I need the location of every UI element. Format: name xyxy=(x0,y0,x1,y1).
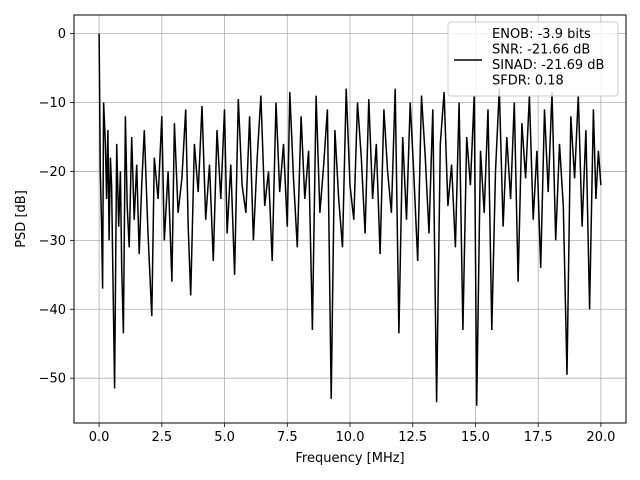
grid-lines xyxy=(74,15,626,423)
legend-entry: SINAD: -21.69 dB xyxy=(492,58,604,73)
x-tick-label: 10.0 xyxy=(336,430,365,445)
legend-entry: ENOB: -3.9 bits xyxy=(492,27,591,42)
y-tick-label: 0 xyxy=(58,27,66,42)
y-axis-label: PSD [dB] xyxy=(14,190,29,248)
x-tick-label: 5.0 xyxy=(214,430,235,445)
x-axis-label: Frequency [MHz] xyxy=(295,451,404,466)
legend-entry: SNR: -21.66 dB xyxy=(492,43,590,58)
x-tick-label: 15.0 xyxy=(461,430,490,445)
x-tick-label: 0.0 xyxy=(89,430,110,445)
y-tick-label: −20 xyxy=(39,165,66,180)
x-tick-label: 7.5 xyxy=(277,430,298,445)
x-tick-label: 2.5 xyxy=(151,430,172,445)
legend-box xyxy=(447,21,619,97)
y-tick-label: −30 xyxy=(39,234,66,249)
psd-series-line xyxy=(98,33,602,406)
y-tick-label: −40 xyxy=(39,303,66,318)
y-tick-label: −10 xyxy=(39,96,66,111)
x-tick-label: 12.5 xyxy=(398,430,427,445)
x-tick-label: 20.0 xyxy=(586,430,615,445)
series-layer xyxy=(98,33,602,406)
legend-entry: SFDR: 0.18 xyxy=(492,74,564,89)
y-tick-label: −50 xyxy=(39,372,66,387)
tick-layer: 0.0 2.5 5.0 7.5 10.0 12.5 15.0 17.5 20.0 0 −10 −20 −… xyxy=(39,27,616,445)
x-tick-label: 17.5 xyxy=(524,430,553,445)
